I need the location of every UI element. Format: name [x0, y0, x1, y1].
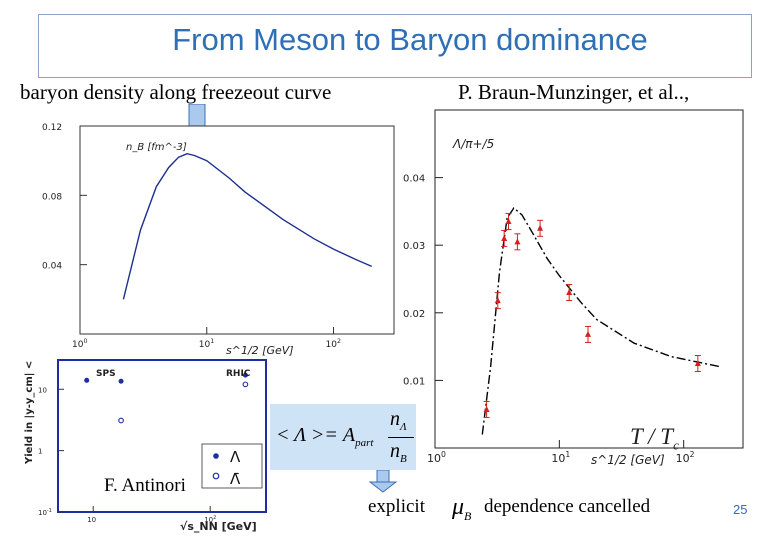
lambda-point	[242, 372, 248, 378]
formula-den-subscript: B	[400, 453, 407, 465]
y-axis-label: n_B [fm^-3]	[126, 142, 187, 153]
rhic-label: RHIC	[226, 369, 251, 379]
plot-frame	[79, 125, 395, 335]
hyperon-yield-chart: 10-1 1 10 10 102 SPS RHIC Λ Λ̄ Yield in |y-y…	[24, 358, 267, 533]
data-point	[483, 405, 490, 412]
data-point	[566, 289, 573, 296]
subtitle-citation: P. Braun-Munzinger, et al..,	[458, 80, 690, 104]
formula-box: < Λ >= Apart nΛ nB	[270, 404, 416, 470]
baryon-density-chart: 0.04 0.08 0.12 100 101 102 n_B [fm^-3] s^1/2 …	[42, 123, 395, 357]
formula-den-text: n	[390, 440, 400, 462]
mu-subscript: B	[464, 508, 472, 523]
formula-denominator: nB	[390, 440, 407, 465]
y-tick-label: 0.01	[403, 376, 425, 387]
fraction-bar	[388, 437, 414, 438]
lambda-point	[84, 377, 90, 383]
slide-number: 25	[733, 502, 748, 517]
x-tick-label: 100	[427, 450, 446, 465]
y-tick-label: 0.04	[403, 174, 425, 185]
data-point	[514, 238, 521, 245]
antilambda-point	[118, 417, 124, 424]
x-axis-label: √s_NN [GeV]	[180, 520, 257, 533]
t-over-tc-label: T / Tc	[630, 424, 679, 454]
x-tick-label: 100	[72, 338, 87, 350]
y-axis-label: Λ/π+/5	[452, 137, 494, 151]
y-tick-label: 0.12	[42, 123, 62, 133]
x-tick-label: 101	[551, 450, 570, 465]
legend-label-lambda: Λ	[230, 448, 241, 466]
formula-part-subscript: part	[355, 437, 374, 449]
title-frame	[38, 14, 752, 78]
y-tick-label: 10	[38, 386, 47, 394]
y-tick-label: 0.02	[403, 309, 425, 320]
x-tick-label: 10	[87, 516, 96, 524]
y-tick-label: 0.04	[42, 262, 62, 272]
lambda-point	[118, 378, 124, 384]
legend-marker-antilambda	[212, 472, 220, 480]
sps-label: SPS	[96, 369, 116, 379]
slide-title: From Meson to Baryon dominance	[172, 22, 648, 57]
formula-num-text: n	[390, 408, 400, 430]
formula-lhs-text: < Λ >= A	[276, 424, 356, 446]
data-point	[505, 218, 512, 225]
dependence-cancelled-label: dependence cancelled	[484, 496, 651, 517]
down-arrow-small-icon	[368, 470, 398, 493]
x-tick-label: 102	[676, 450, 695, 465]
legend-marker-lambda	[213, 453, 219, 459]
subtitle-baryon-density: baryon density along freezeout curve	[20, 80, 332, 104]
data-point	[494, 297, 501, 304]
t-tc-text: T / T	[630, 424, 674, 449]
density-curve	[122, 152, 372, 300]
antilambda-point	[242, 381, 249, 388]
x-tick-label: 102	[204, 515, 216, 524]
formula-num-subscript: Λ	[400, 421, 407, 433]
data-point	[694, 360, 701, 366]
y-tick-label: 0.08	[42, 192, 62, 202]
explicit-label: explicit	[368, 496, 425, 517]
x-tick-label: 102	[326, 338, 341, 350]
data-point	[501, 234, 508, 241]
mu-b-symbol: μB	[452, 494, 471, 524]
x-axis-label: s^1/2 [GeV]	[226, 344, 294, 357]
model-curve	[481, 206, 722, 435]
legend-box	[201, 443, 263, 489]
mu-symbol: μ	[452, 494, 465, 520]
formula-lhs: < Λ >= Apart	[276, 424, 373, 449]
plot-frame	[434, 109, 744, 449]
y-tick-label: 0.03	[403, 241, 425, 252]
x-tick-label: 101	[199, 338, 214, 350]
formula-numerator: nΛ	[390, 408, 407, 433]
legend-label-antilambda: Λ̄	[230, 470, 241, 488]
data-point	[537, 224, 544, 231]
author-credit: F. Antinori	[104, 475, 186, 496]
y-tick-label: 10-1	[38, 508, 52, 517]
x-axis-label: s^1/2 [GeV]	[591, 453, 665, 467]
lambda-pi-ratio-chart: 0.01 0.02 0.03 0.04 100 101 102 Λ/π+/5 s^1/2 […	[403, 109, 744, 467]
y-tick-label: 1	[38, 448, 42, 456]
t-tc-subscript: c	[673, 437, 679, 453]
y-axis-label: Yield in |y-y_cm| < 0.5	[24, 358, 35, 465]
data-point	[584, 330, 591, 337]
